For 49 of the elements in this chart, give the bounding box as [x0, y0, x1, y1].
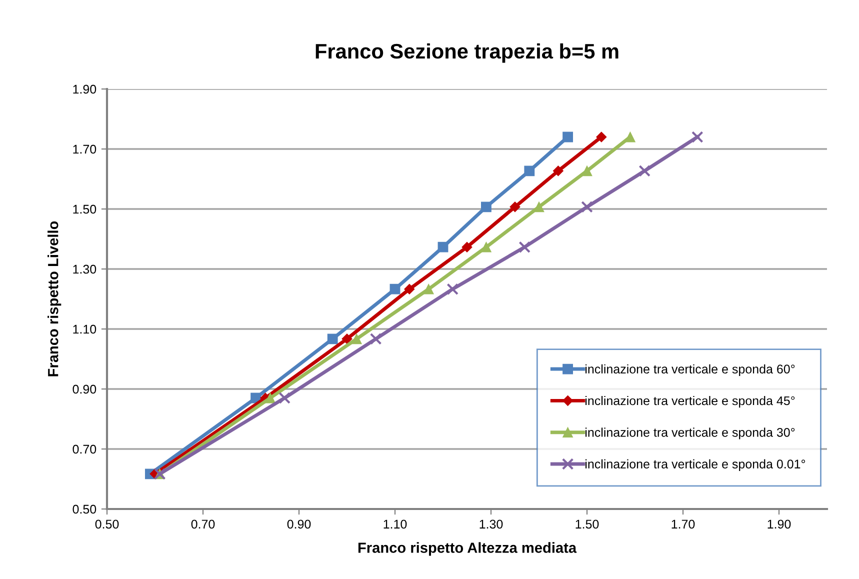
point — [480, 242, 492, 252]
point — [534, 202, 544, 212]
point — [581, 200, 593, 213]
x-tick-label: 0.50 — [95, 520, 119, 529]
legend-label: inclinazione tra verticale e sponda 30° — [585, 428, 795, 440]
point — [351, 334, 362, 344]
point — [524, 166, 535, 176]
y-tick-label: 0.70 — [72, 444, 96, 454]
y-tick-label: 1.50 — [73, 204, 96, 214]
point — [596, 132, 607, 142]
y-tick-label: 1.70 — [73, 144, 96, 154]
chart-title: Franco Sezione trapezia b=5 m — [316, 43, 618, 63]
x-tick-label: 1.70 — [672, 520, 695, 529]
legend-label: inclinazione tra verticale e sponda 45° — [585, 396, 795, 408]
y-tick-label: 0.50 — [72, 504, 96, 514]
point — [638, 164, 651, 177]
point — [342, 334, 352, 344]
point — [510, 202, 520, 212]
point — [264, 392, 276, 404]
y-tick-label: 1.10 — [73, 324, 96, 334]
y-tick-label: 1.90 — [73, 84, 96, 94]
x-axis-title: Franco rispetto Altezza mediata — [358, 542, 577, 556]
point — [462, 242, 472, 252]
point — [327, 334, 338, 344]
point — [691, 131, 704, 143]
point — [438, 242, 448, 252]
y-tick-label: 1.30 — [73, 264, 96, 274]
point — [562, 132, 574, 142]
x-tick-label: 0.70 — [191, 520, 215, 529]
point — [518, 241, 531, 254]
point — [423, 284, 434, 294]
point — [624, 132, 636, 142]
x-tick-label: 1.90 — [768, 520, 791, 529]
point — [278, 392, 291, 404]
x-tick-label: 1.30 — [480, 520, 503, 529]
point — [370, 332, 382, 345]
y-axis-title: Franco rispetto Livello — [48, 221, 62, 376]
point — [582, 166, 592, 176]
point — [446, 283, 459, 296]
point — [552, 166, 564, 176]
x-tick-label: 1.10 — [384, 520, 407, 529]
legend-label: inclinazione tra verticale e sponda 0.01° — [585, 459, 806, 471]
point — [480, 202, 492, 212]
x-tick-label: 0.90 — [287, 520, 311, 529]
point — [404, 284, 415, 294]
legend-label: inclinazione tra verticale e sponda 60° — [585, 364, 795, 376]
y-tick-label: 0.90 — [72, 384, 96, 394]
point — [390, 284, 400, 294]
x-tick-label: 1.50 — [576, 520, 599, 529]
